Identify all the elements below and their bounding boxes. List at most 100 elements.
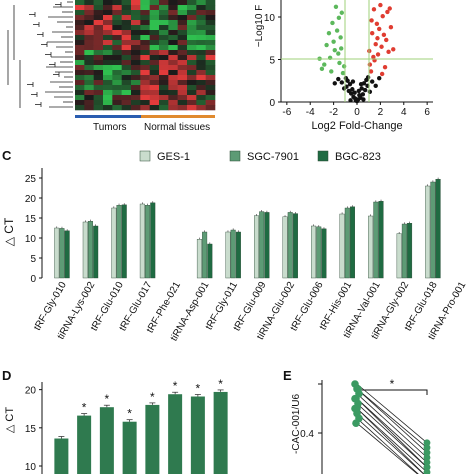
bar-d <box>168 394 183 474</box>
pair-line <box>356 383 428 444</box>
heatmap-cell <box>168 75 178 81</box>
volcano-point <box>336 15 342 21</box>
bars-d: * * * * * * * <box>54 377 228 474</box>
heatmap-cell <box>84 60 94 66</box>
heatmap-cell <box>205 35 216 41</box>
heatmap-cell <box>196 15 206 21</box>
heatmap-cell <box>177 55 188 61</box>
heatmap-cell <box>93 85 104 91</box>
heatmap-cell <box>196 5 206 11</box>
volcano-point <box>386 49 391 55</box>
heatmap-cell <box>121 35 132 41</box>
volcano-y-tick-label: 10 <box>264 13 276 24</box>
heatmap-cell <box>196 45 206 51</box>
bar-c <box>396 233 402 279</box>
heatmap-cell <box>131 10 141 16</box>
heatmap-cell <box>140 65 150 71</box>
bar-c <box>111 207 117 279</box>
heatmap-cell <box>140 15 150 21</box>
heatmap-cell <box>75 35 85 41</box>
heatmap-cell <box>159 100 169 106</box>
volcano-point <box>350 87 355 92</box>
bar-c <box>196 238 202 279</box>
bar-c <box>116 204 122 279</box>
heatmap-cell <box>103 45 113 51</box>
heatmap-cell <box>159 50 169 56</box>
heatmap-cell <box>112 50 122 56</box>
heatmap-cell <box>205 25 216 31</box>
heatmap-cell <box>112 45 122 51</box>
heatmap-cell <box>93 10 104 16</box>
heatmap-cell <box>196 30 206 36</box>
heatmap-cell <box>103 5 113 11</box>
volcano-point <box>377 26 382 32</box>
heatmap-cell <box>159 95 169 101</box>
panel-label-d: D <box>2 368 11 383</box>
volcano-points <box>317 2 396 104</box>
heatmap-cell <box>168 105 178 111</box>
volcano-point <box>330 20 335 26</box>
bar-c <box>378 200 384 279</box>
bar-c <box>321 228 327 279</box>
heatmap-cell <box>131 55 141 61</box>
heatmap-cell <box>121 105 132 111</box>
heatmap-cell <box>187 50 197 56</box>
heatmap-cell <box>168 100 178 106</box>
pair-line <box>356 408 428 473</box>
pair-point-right <box>423 449 431 456</box>
heatmap-cell <box>149 100 160 106</box>
heatmap-cell <box>187 75 197 81</box>
heatmap-cell <box>205 100 216 106</box>
heatmap-cell <box>140 25 150 31</box>
heatmap-cell <box>112 90 122 96</box>
heatmap-cell <box>159 85 169 91</box>
heatmap-cell <box>112 100 122 106</box>
bar-c <box>287 212 293 279</box>
heatmap-cell <box>196 10 206 16</box>
bar-d <box>145 404 160 474</box>
heatmap-cell <box>140 80 150 86</box>
heatmap-cell <box>196 40 206 46</box>
volcano-point <box>371 7 377 12</box>
heatmap-cell <box>187 40 197 46</box>
volcano-x-axis-label: Log2 Fold-Change <box>311 120 402 132</box>
pair-point-left <box>353 404 361 413</box>
heatmap-cell <box>131 65 141 71</box>
heatmap-cell <box>159 55 169 61</box>
heatmap-cell <box>187 10 197 16</box>
bar-c <box>139 203 145 279</box>
heatmap-cell <box>205 15 216 21</box>
volcano-point <box>382 64 388 70</box>
heatmap-cell <box>187 20 197 26</box>
heatmap-cell <box>75 105 85 111</box>
heatmap-cell <box>159 30 169 36</box>
heatmap-cell <box>177 10 188 16</box>
heatmap-cell <box>75 75 85 81</box>
significance-star-d: * <box>127 407 132 421</box>
volcano-point <box>365 75 371 80</box>
heatmap-cell <box>131 100 141 106</box>
bar-c <box>225 231 231 279</box>
heatmap-cell <box>159 5 169 11</box>
heatmap-cell <box>93 20 104 26</box>
bar-c <box>430 181 436 279</box>
heatmap-cell <box>196 90 206 96</box>
heatmap-cell <box>149 65 160 71</box>
legend-label-c: SGC-7901 <box>247 151 299 163</box>
bar-c <box>292 213 298 279</box>
heatmap-cell <box>84 55 94 61</box>
significance-star-d: * <box>105 392 110 406</box>
legend-swatch-c <box>229 150 241 162</box>
heatmap-cell <box>75 85 85 91</box>
volcano-point <box>377 76 382 81</box>
heatmap-cell <box>121 15 132 21</box>
heatmap-cell <box>112 60 122 66</box>
pair-point-left <box>351 394 359 403</box>
heatmap-cell <box>149 80 160 86</box>
volcano-point <box>343 76 349 81</box>
bar-c <box>150 202 156 279</box>
heatmap-cell <box>121 45 132 51</box>
y-tick-label-c: 15 <box>25 214 37 225</box>
heatmap-cell <box>196 35 206 41</box>
heatmap-cell <box>177 5 188 11</box>
